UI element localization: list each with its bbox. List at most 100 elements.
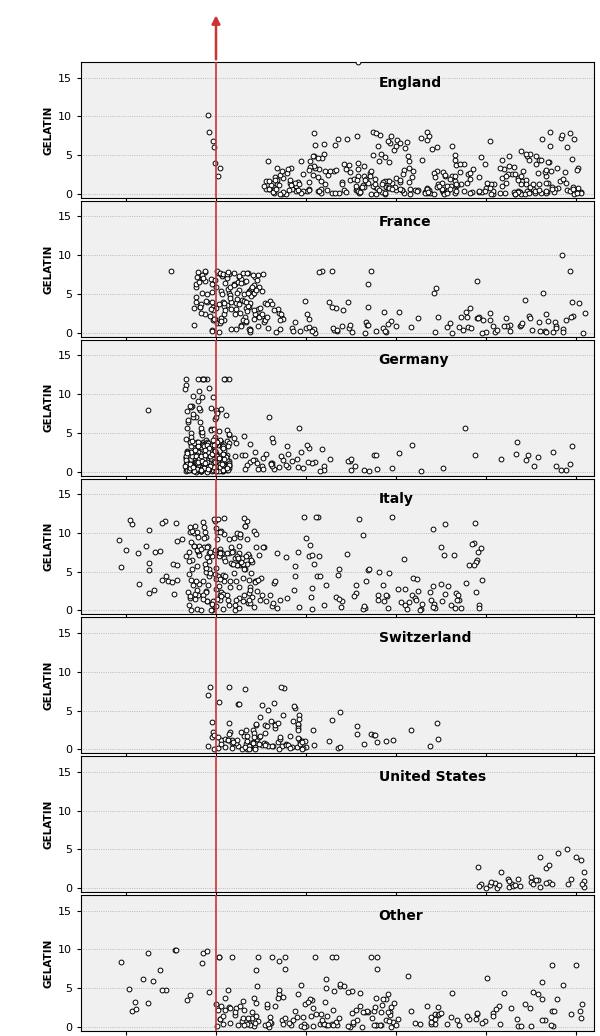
Point [168,555,178,572]
Point [481,880,490,896]
Point [191,276,201,292]
Point [230,306,240,322]
Point [211,571,221,587]
Point [415,602,425,618]
Point [218,439,227,456]
Point [533,985,542,1002]
Point [295,736,305,752]
Point [203,443,212,460]
Point [491,1001,500,1017]
Point [416,462,426,479]
Point [472,272,482,289]
Point [215,592,224,608]
Point [265,180,274,197]
Point [245,581,255,598]
Point [206,456,215,472]
Point [425,181,434,198]
Point [471,1010,481,1027]
Point [248,721,257,738]
Point [235,267,244,284]
Point [187,534,196,550]
Point [334,591,344,607]
Point [502,168,511,184]
Point [277,310,287,326]
Point [203,538,213,554]
Point [515,877,525,894]
Point [275,985,284,1002]
Point [253,308,263,324]
Point [565,124,575,141]
Point [253,730,262,747]
Point [275,176,284,193]
Point [534,175,544,192]
Point [359,168,369,184]
Point [218,449,227,465]
Point [388,1014,397,1031]
Point [235,998,245,1014]
Point [345,1018,355,1035]
Point [214,545,223,562]
Point [522,148,532,165]
Point [217,310,226,326]
Point [364,276,373,292]
Point [241,314,250,330]
Point [219,573,229,589]
Point [325,163,335,179]
Point [531,148,541,165]
Point [223,544,232,560]
Point [220,550,229,567]
Point [223,462,232,479]
Point [485,876,495,893]
Point [215,432,225,449]
Point [295,733,305,750]
Point [253,266,262,283]
Point [323,167,332,183]
Point [399,550,409,567]
Point [199,370,208,386]
Point [346,453,355,469]
Point [245,454,255,470]
Point [390,178,400,195]
Point [286,171,295,188]
Point [286,1016,296,1033]
Point [430,165,439,181]
Point [544,313,553,329]
Point [501,175,511,192]
Point [170,942,179,958]
Point [232,291,241,308]
Point [389,141,399,157]
Point [398,181,407,198]
Point [258,450,268,466]
Point [376,145,385,162]
Point [561,174,571,191]
Point [547,875,557,892]
Point [209,726,219,743]
Y-axis label: GELATIN: GELATIN [44,244,54,293]
Point [417,152,427,169]
Point [131,994,140,1010]
Point [545,138,555,154]
Point [289,1012,298,1029]
Point [344,156,353,173]
Point [278,707,288,723]
Point [505,323,515,340]
Point [193,433,202,450]
Point [238,593,248,609]
Point [224,285,234,301]
Point [225,578,235,595]
Point [242,299,251,316]
Point [256,727,265,744]
Point [408,570,418,586]
Point [228,556,238,573]
Point [488,1008,497,1025]
Point [526,873,536,890]
Point [496,864,506,881]
Point [245,1016,254,1033]
Point [239,727,249,744]
Point [337,593,347,609]
Point [191,461,201,478]
Point [428,140,437,156]
Point [432,139,442,155]
Point [391,137,401,153]
Point [212,405,222,422]
